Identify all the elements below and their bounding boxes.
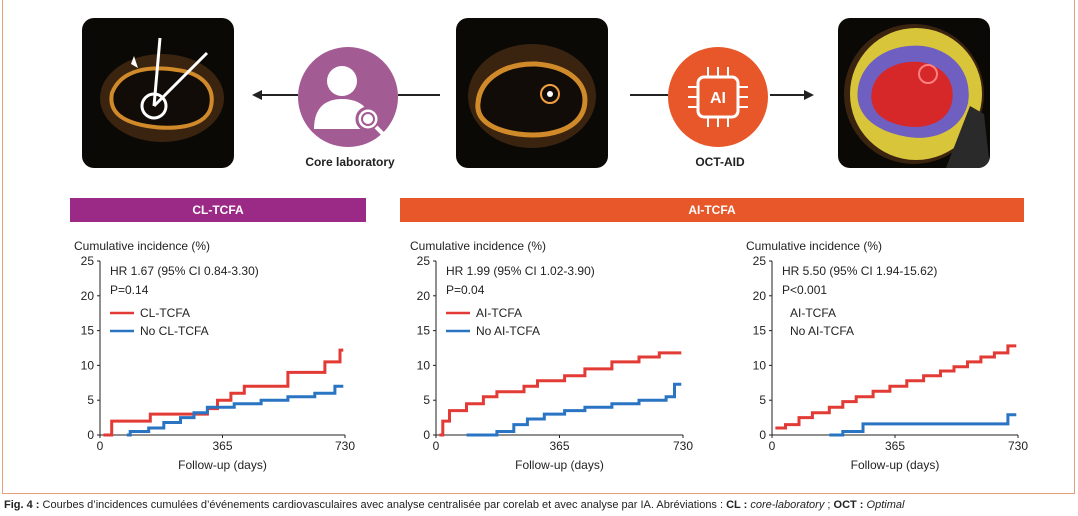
- caption-abbr1: CL :: [726, 499, 748, 511]
- figure-caption: Fig. 4 : Courbes d’incidences cumulées d…: [4, 499, 904, 511]
- caption-abbr2: OCT :: [833, 499, 864, 511]
- oct-image-core-lab: [82, 18, 234, 168]
- cl-tcfa-bar: CL-TCFA: [70, 198, 366, 222]
- caption-abbr2-def: Optimal: [863, 499, 905, 511]
- connector-arrows: [252, 90, 814, 100]
- ai-chip-icon: AI: [668, 47, 768, 147]
- ai-tcfa-bar: AI-TCFA: [400, 198, 1024, 222]
- core-laboratory-icon: [298, 47, 398, 147]
- figure-frame: [2, 0, 1075, 494]
- caption-sep: ;: [824, 499, 834, 511]
- caption-abbr1-def: core-laboratory: [747, 499, 825, 511]
- ai-chip-text: AI: [710, 90, 726, 107]
- oct-aid-label: OCT-AID: [695, 155, 745, 169]
- caption-prefix: Fig. 4 :: [4, 499, 40, 511]
- core-laboratory-label: Core laboratory: [305, 155, 395, 169]
- caption-text: Courbes d’incidences cumulées d’événemen…: [39, 499, 727, 511]
- oct-image-ai-segmented: [838, 18, 990, 168]
- oct-image-center: [456, 18, 608, 168]
